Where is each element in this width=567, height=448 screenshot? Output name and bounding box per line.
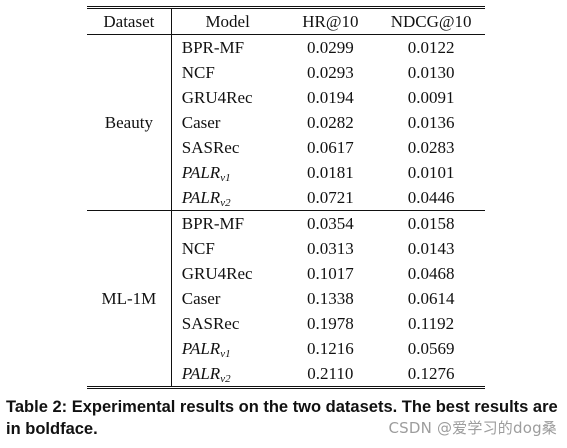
dataset-cell: ML-1M [87, 210, 172, 389]
model-name-subscript: v2 [220, 373, 231, 385]
hr-cell: 0.0194 [306, 88, 354, 107]
table-row: Caser 0.1338 0.0614 [87, 286, 485, 311]
hr-cell: 0.2110 [283, 361, 378, 389]
table-row: PALRv1 0.0181 0.0101 [87, 160, 485, 185]
model-cell: PALRv2 [171, 361, 284, 389]
model-name-subscript: v1 [220, 348, 231, 360]
ndcg-cell: 0.0158 [377, 210, 485, 236]
hr-cell: 0.0617 [306, 138, 354, 157]
model-cell: NCF [181, 239, 215, 258]
model-cell: Caser [181, 289, 221, 308]
model-cell: GRU4Rec [181, 88, 253, 107]
ndcg-cell: 0.0130 [407, 63, 455, 82]
results-table: Dataset Model HR@10 NDCG@10 Beauty BPR-MF… [87, 6, 485, 389]
model-cell: PALRv1 [171, 160, 283, 185]
model-cell: PALRv2 [171, 185, 283, 211]
hr-cell: 0.1017 [306, 264, 354, 283]
model-name-subscript: v1 [220, 172, 231, 184]
hr-cell: 0.1978 [306, 314, 354, 333]
watermark: CSDN @爱学习的dog桑 [388, 419, 557, 437]
table-row: ML-1M BPR-MF 0.0354 0.0158 [87, 210, 485, 389]
model-cell: SASRec [181, 314, 240, 333]
header-hr: HR@10 [283, 6, 378, 35]
hr-cell: 0.0181 [306, 163, 354, 182]
table-row: NCF 0.0293 0.0130 [87, 60, 485, 85]
table-row: Beauty BPR-MF 0.0299 0.0122 [87, 34, 485, 211]
table-body: Beauty BPR-MF 0.0299 0.0122 NCF 0.0293 0.0130 G… [87, 34, 485, 389]
hr-cell: 0.1338 [306, 289, 354, 308]
table-row: NCF 0.0313 0.0143 [87, 236, 485, 261]
model-cell: SASRec [181, 138, 240, 157]
model-name: PALRv2 [181, 364, 231, 385]
ndcg-cell: 0.1192 [408, 314, 455, 333]
header-model: Model [171, 6, 284, 35]
hr-cell: 0.0721 [306, 188, 354, 207]
model-name: PALRv1 [181, 339, 231, 360]
model-cell: BPR-MF [181, 38, 245, 57]
ndcg-cell: 0.0283 [407, 138, 455, 157]
hr-cell: 0.0354 [283, 210, 378, 236]
table-caption: Table 2: Experimental results on the two… [6, 398, 558, 438]
table-row: PALRv1 0.1216 0.0569 [87, 336, 485, 361]
hr-cell: 0.0293 [306, 63, 354, 82]
model-name-base: PALR [181, 364, 221, 383]
model-cell: GRU4Rec [181, 264, 253, 283]
ndcg-cell: 0.0122 [407, 38, 455, 57]
ndcg-cell: 0.0091 [407, 88, 455, 107]
hr-cell: 0.0299 [306, 38, 354, 57]
table-row: GRU4Rec 0.1017 0.0468 [87, 261, 485, 286]
model-cell: BPR-MF [171, 210, 284, 236]
model-name-base: PALR [181, 339, 221, 358]
model-name: PALRv2 [181, 188, 231, 209]
table-row: PALRv2 0.0721 0.0446 [87, 185, 485, 211]
ndcg-cell: 0.1276 [377, 361, 485, 389]
model-name-subscript: v2 [220, 197, 231, 209]
ndcg-cell: 0.0446 [407, 188, 455, 207]
hr-cell: 0.0282 [306, 113, 354, 132]
table-header-row: Dataset Model HR@10 NDCG@10 [87, 6, 485, 35]
model-name: PALRv1 [181, 163, 231, 184]
model-name-base: PALR [181, 163, 221, 182]
model-name-base: PALR [181, 188, 221, 207]
model-cell: PALRv1 [171, 336, 283, 361]
hr-cell: 0.0313 [306, 239, 354, 258]
header-ndcg: NDCG@10 [377, 6, 485, 35]
ndcg-cell: 0.0569 [407, 339, 455, 358]
ndcg-cell: 0.0143 [407, 239, 455, 258]
ndcg-cell: 0.0101 [407, 163, 455, 182]
table-row: Caser 0.0282 0.0136 [87, 110, 485, 135]
hr-cell: 0.1216 [306, 339, 354, 358]
dataset-cell: Beauty [87, 34, 172, 211]
table-row: SASRec 0.1978 0.1192 [87, 311, 485, 336]
model-cell: Caser [181, 113, 221, 132]
table-row: SASRec 0.0617 0.0283 [87, 135, 485, 160]
header-dataset: Dataset [87, 6, 172, 35]
table-row: GRU4Rec 0.0194 0.0091 [87, 85, 485, 110]
ndcg-cell: 0.0136 [407, 113, 455, 132]
ndcg-cell: 0.0614 [407, 289, 455, 308]
model-cell: NCF [181, 63, 215, 82]
ndcg-cell: 0.0468 [407, 264, 455, 283]
table-row: PALRv2 0.2110 0.1276 [87, 361, 485, 389]
